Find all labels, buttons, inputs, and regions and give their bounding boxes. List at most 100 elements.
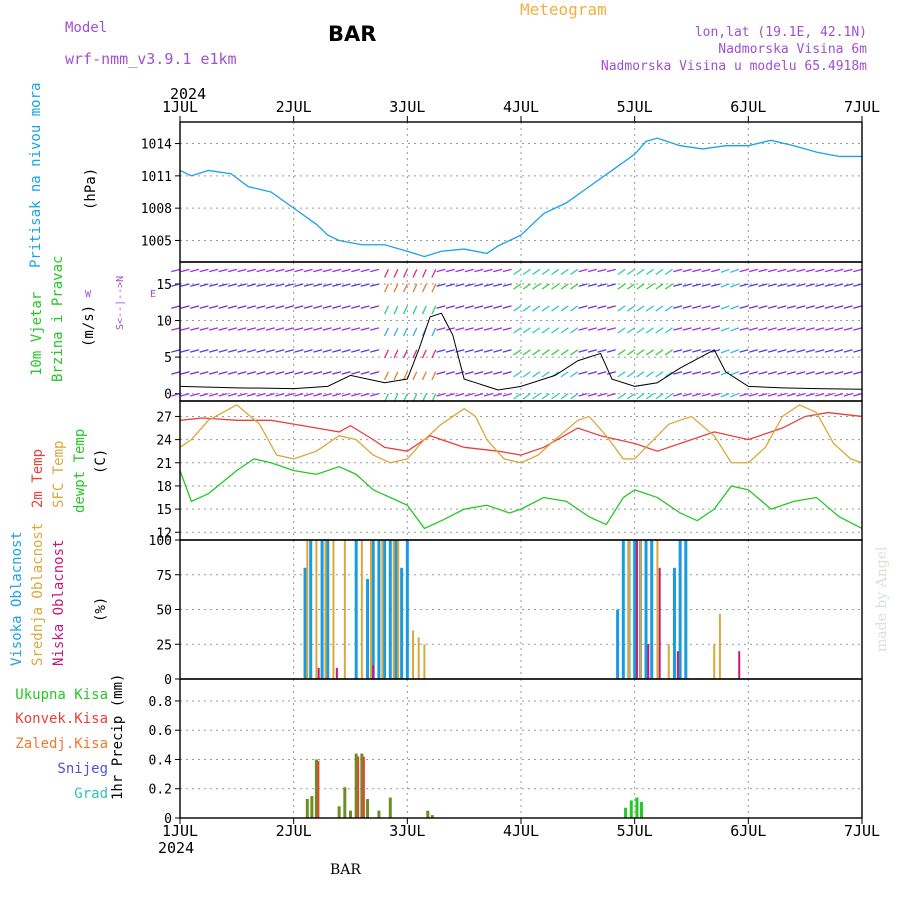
wind-barb [393, 327, 399, 337]
wind-barb [597, 268, 607, 273]
wind-barb [218, 305, 228, 309]
wind-barb [767, 371, 777, 375]
cloud-bar-visoka [650, 540, 654, 679]
wind-barb [551, 305, 560, 312]
wind-barb [551, 393, 560, 400]
wind-barb [313, 268, 323, 273]
precip-bar-ukupna [310, 796, 314, 818]
wind-barb [412, 327, 418, 337]
wind-barb [436, 283, 446, 287]
wind-barb [436, 393, 446, 397]
wind-barb [218, 371, 228, 375]
wind-barb [313, 327, 323, 331]
wind-barb [303, 268, 313, 273]
wind-barb [455, 393, 465, 397]
wind-barb [796, 283, 806, 287]
wind-barb [341, 268, 351, 273]
pressure-ytick-label: 1005 [141, 234, 172, 249]
wind-barb [256, 283, 266, 287]
wind-barb [256, 305, 266, 309]
wind-barb [617, 349, 626, 356]
wind-barb [412, 305, 418, 315]
wind-barb [360, 349, 370, 353]
cloud-bar-visoka [354, 540, 358, 679]
wind-barb [294, 393, 304, 397]
wind-barb [383, 269, 389, 278]
wind-barb [351, 305, 361, 309]
wind-barb [237, 327, 247, 331]
wind-barb [445, 305, 455, 309]
wind-barb [303, 305, 313, 309]
cloud-bar-srednja [412, 630, 415, 679]
wind-barb [322, 283, 332, 287]
wind-barb [341, 349, 351, 353]
cloud-bar-visoka [633, 540, 637, 679]
wind-barb [692, 268, 702, 273]
wind-barb [445, 393, 455, 397]
wind-barb [483, 371, 493, 375]
wind-barb [322, 327, 332, 331]
wind-barb [412, 283, 418, 293]
wind-barb [645, 305, 654, 312]
wind-barb [412, 371, 418, 381]
wind-barb [464, 283, 474, 287]
lonlat-text: lon,lat (19.1E, 42.1N) [694, 25, 867, 40]
cloud-ytick-label: 50 [156, 604, 172, 619]
precip-bar-ukupna [305, 798, 309, 818]
wind-ytick-label: 10 [156, 315, 172, 330]
wind-barb [393, 371, 399, 381]
wind-barb [560, 305, 569, 312]
wind-barb [483, 283, 493, 287]
wind-barb [265, 268, 275, 273]
precip-bar-ukupna [430, 815, 434, 818]
wind-barb [493, 371, 503, 375]
wind-barb [190, 268, 200, 273]
wind-barb [209, 393, 219, 397]
wind-barb [360, 371, 370, 375]
cloud-ytick-label: 100 [149, 534, 172, 549]
wind-barb [777, 268, 787, 273]
wind-barb [748, 305, 758, 309]
wind-barb [824, 305, 834, 309]
x-tick-label-bottom: 1JUL [162, 822, 198, 840]
wind-barb [265, 371, 275, 375]
cloud-bar-niska [317, 667, 320, 679]
wind-barb [824, 268, 834, 273]
wind-barb [341, 305, 351, 309]
wind-barb [265, 305, 275, 309]
wind-barb [464, 268, 474, 273]
wind-barb [711, 268, 721, 273]
wind-barb [393, 269, 399, 278]
wind-barb [455, 268, 465, 273]
wind-barb [513, 305, 522, 312]
cloud-bar-srednja [392, 540, 395, 679]
x-tick-label-top: 3JUL [389, 98, 425, 116]
wind-barb [626, 349, 636, 356]
wind-barb [682, 393, 692, 397]
cloud-bar-srednja [315, 540, 318, 679]
wind-barb [597, 283, 607, 287]
cloud-bar-visoka [405, 540, 409, 679]
wind-barb [692, 349, 702, 353]
wind-barb [606, 268, 616, 273]
wind-barb [711, 393, 721, 397]
wind-barb [431, 327, 437, 337]
wind-barb [445, 349, 455, 353]
wind-barb [190, 349, 200, 353]
wind-barb [464, 393, 474, 397]
wind-barb [541, 393, 550, 400]
wind-barb [551, 283, 560, 290]
wind-barb [474, 305, 484, 309]
wind-barb [393, 283, 399, 293]
cloud-bar-visoka [388, 540, 392, 679]
cloud-bar-visoka [309, 540, 313, 679]
wind-barb [578, 268, 588, 273]
wind-barb [341, 283, 351, 287]
wind-barb [739, 327, 749, 331]
wind-barb [445, 283, 455, 287]
cloud-bar-visoka [320, 540, 324, 679]
x-tick-label-top: 2JUL [276, 98, 312, 116]
wind-barb [199, 393, 209, 397]
precip-bar-ukupna [343, 787, 347, 818]
wind-barb [843, 371, 853, 375]
